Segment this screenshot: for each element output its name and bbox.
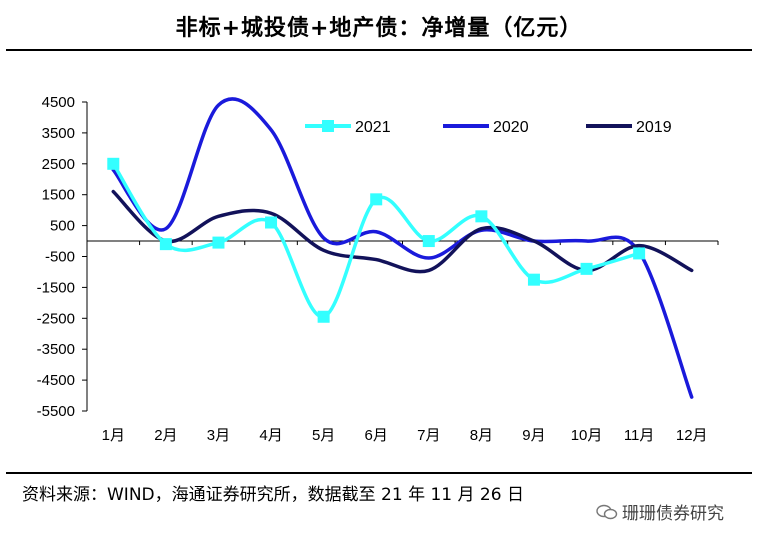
- top-rule: [6, 49, 752, 51]
- data-point-2021: [633, 247, 646, 260]
- data-point-2021: [527, 273, 540, 286]
- line-chart: 4500 3500 2500 1500 500 -500 -1500 -2500 -3500 -4…: [37, 94, 719, 444]
- legend-label-2021: 2021: [355, 119, 391, 136]
- x-tick-label: 7月: [417, 427, 440, 444]
- y-tick-label: -5500: [37, 403, 75, 420]
- y-tick-label: -1500: [37, 279, 75, 296]
- data-point-2021: [159, 238, 172, 251]
- data-point-2021: [422, 235, 435, 248]
- y-tick-label: 4500: [42, 94, 75, 111]
- chart-title: 非标+城投债+地产债：净增量（亿元）: [175, 16, 583, 41]
- x-tick-label: 12月: [676, 427, 708, 444]
- x-tick-label: 9月: [522, 427, 545, 444]
- x-tick-label: 8月: [470, 427, 493, 444]
- y-tick-label: 3500: [42, 125, 75, 142]
- legend-label-2020: 2020: [493, 119, 529, 136]
- y-tick-label: -2500: [37, 310, 75, 327]
- x-tick-label: 11月: [624, 427, 655, 444]
- wechat-icon: [596, 504, 618, 519]
- x-tick-label: 5月: [312, 427, 335, 444]
- y-tick-label: 500: [50, 218, 75, 235]
- y-tick-label: 1500: [42, 187, 75, 204]
- data-point-2021: [107, 157, 120, 170]
- x-tick-label: 6月: [365, 427, 388, 444]
- x-tick-label: 2月: [154, 427, 177, 444]
- legend-label-2019: 2019: [636, 119, 672, 136]
- y-tick-label: -3500: [37, 341, 75, 358]
- legend-marker-2021: [322, 120, 334, 132]
- y-tick-label: 2500: [42, 156, 75, 173]
- x-tick-label: 10月: [571, 427, 603, 444]
- data-point-2021: [317, 310, 330, 323]
- data-point-2021: [580, 262, 593, 275]
- y-tick-label: -4500: [37, 372, 75, 389]
- data-point-2021: [265, 216, 278, 229]
- x-tick-label: 1月: [102, 427, 125, 444]
- series-line-2019: [111, 189, 694, 274]
- x-tick-label: 3月: [207, 427, 230, 444]
- watermark: 珊珊债券研究: [596, 499, 724, 524]
- series-line-2020: [111, 97, 694, 399]
- bottom-rule: [6, 472, 752, 474]
- y-tick-label: -500: [45, 249, 75, 266]
- data-point-2021: [212, 236, 225, 249]
- source-note: 资料来源：WIND，海通证券研究所，数据截至 21 年 11 月 26 日: [22, 485, 524, 505]
- x-tick-label: 4月: [259, 427, 282, 444]
- data-point-2021: [475, 210, 488, 223]
- watermark-text: 珊珊债券研究: [622, 504, 724, 524]
- data-point-2021: [370, 193, 383, 206]
